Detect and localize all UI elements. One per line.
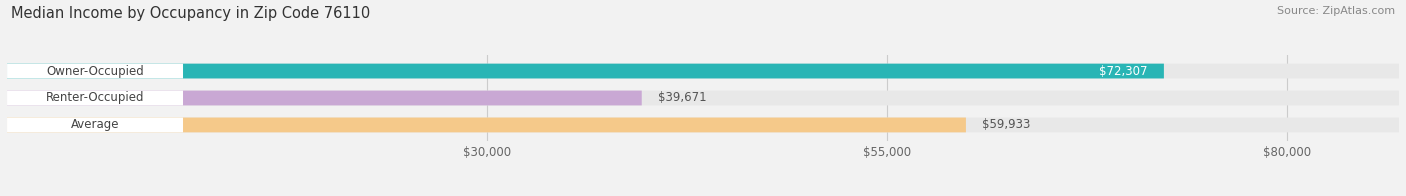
Text: Owner-Occupied: Owner-Occupied	[46, 64, 143, 78]
Text: Median Income by Occupancy in Zip Code 76110: Median Income by Occupancy in Zip Code 7…	[11, 6, 371, 21]
Text: Average: Average	[70, 118, 120, 132]
FancyBboxPatch shape	[7, 118, 966, 132]
Text: Renter-Occupied: Renter-Occupied	[46, 92, 145, 104]
Text: Source: ZipAtlas.com: Source: ZipAtlas.com	[1277, 6, 1395, 16]
Text: $59,933: $59,933	[981, 118, 1031, 132]
FancyBboxPatch shape	[7, 118, 1399, 132]
Text: $72,307: $72,307	[1099, 64, 1147, 78]
FancyBboxPatch shape	[7, 91, 183, 105]
FancyBboxPatch shape	[7, 118, 183, 132]
FancyBboxPatch shape	[7, 64, 183, 78]
FancyBboxPatch shape	[7, 64, 1164, 78]
FancyBboxPatch shape	[7, 91, 641, 105]
FancyBboxPatch shape	[7, 91, 1399, 105]
FancyBboxPatch shape	[7, 64, 1399, 78]
Text: $39,671: $39,671	[658, 92, 706, 104]
